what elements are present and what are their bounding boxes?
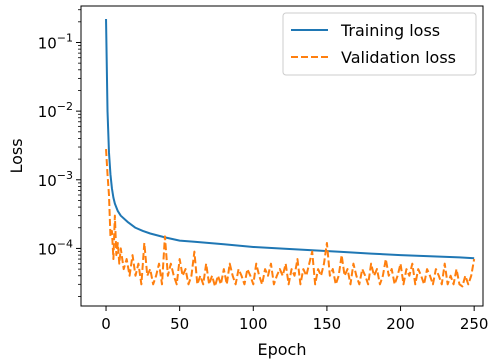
x-tick-label: 150	[313, 315, 342, 333]
y-tick-label: 10−2	[38, 100, 73, 121]
x-tick-label: 100	[239, 315, 268, 333]
series-line-training-loss	[105, 18, 475, 260]
y-tick-label: 10−4	[38, 237, 73, 258]
x-tick-label: 50	[170, 315, 189, 333]
series-layer	[105, 18, 476, 288]
y-tick-label: 10−1	[38, 31, 73, 52]
x-axis-ticks: 0 50 100 150 200 250	[101, 306, 488, 333]
y-axis-label: Loss	[7, 138, 26, 173]
legend-label-validation: Validation loss	[341, 48, 456, 67]
legend: Training loss Validation loss	[282, 12, 477, 76]
x-axis-label: Epoch	[258, 340, 307, 359]
x-tick-label: 250	[460, 315, 489, 333]
y-axis-ticks: 10−4 10−3 10−2 10−1	[38, 9, 81, 297]
x-tick-label: 200	[386, 315, 415, 333]
y-tick-label: 10−3	[38, 169, 73, 190]
legend-label-training: Training loss	[340, 21, 440, 40]
x-tick-label: 0	[101, 315, 111, 333]
legend-box	[282, 12, 477, 76]
plot-frame	[80, 5, 484, 307]
